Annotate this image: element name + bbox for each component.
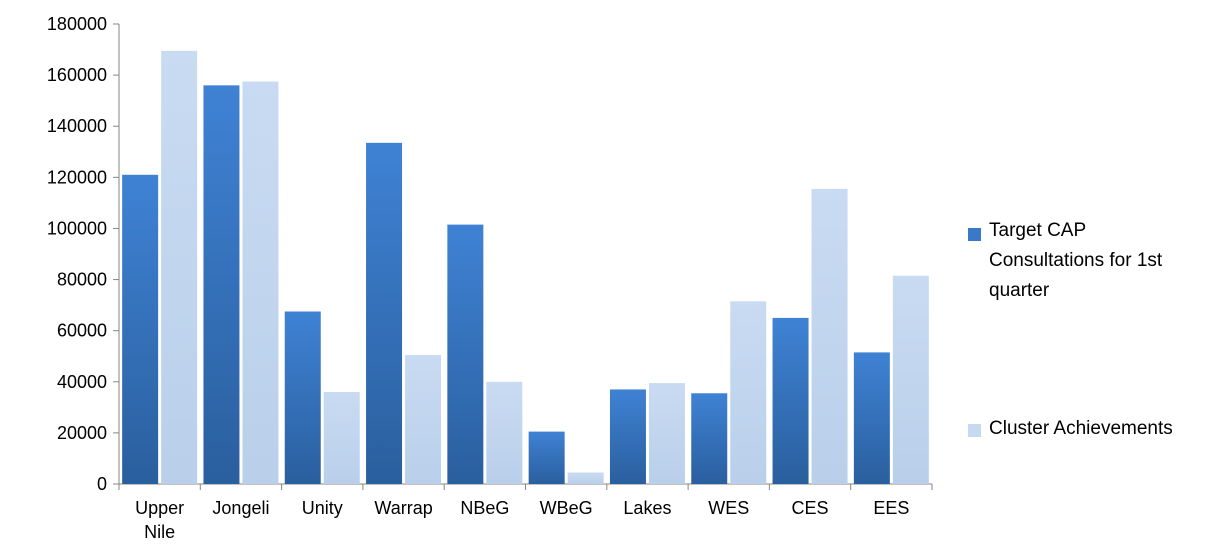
- bar-series-1: [853, 352, 890, 484]
- x-tick-label: NBeG: [460, 498, 509, 518]
- bar-series-1: [772, 317, 809, 484]
- bar-series-1: [203, 85, 240, 484]
- bar-series-1: [447, 224, 484, 484]
- legend-label: Cluster Achievements: [989, 418, 1173, 439]
- x-tick-label: CES: [792, 498, 829, 518]
- y-axis: 0 20000 40000 60000 80000 100000 120000 140000 1…: [47, 14, 120, 494]
- y-tick-label: 40000: [57, 372, 107, 392]
- bar-series-1: [609, 389, 646, 484]
- bar-series-2: [242, 81, 279, 484]
- y-tick-label: 20000: [57, 423, 107, 443]
- legend: Target CAP Consultations for 1st quarter Cl…: [968, 220, 1173, 439]
- bar-series-1: [366, 142, 403, 485]
- bar-series-2: [323, 392, 360, 484]
- bar-series-2: [811, 188, 848, 485]
- x-tick-label: Unity: [302, 498, 343, 518]
- y-tick-label: 120000: [47, 167, 107, 187]
- bar-series-1: [284, 311, 321, 484]
- bar-series-2: [161, 50, 198, 484]
- bar-series-2: [405, 354, 442, 484]
- bar-series-1: [122, 174, 159, 484]
- bar-series-2: [567, 472, 604, 484]
- legend-swatch: [968, 424, 981, 437]
- x-tick-label: Warrap: [374, 498, 432, 518]
- bar-series-2: [486, 381, 523, 484]
- x-axis: Upper Nile Jongeli Unity Warrap NBeG WBeG Lakes…: [118, 483, 933, 542]
- x-tick-label: Jongeli: [212, 498, 269, 518]
- legend-swatch: [968, 228, 981, 241]
- bar-series-2: [730, 301, 767, 484]
- y-tick-label: 80000: [57, 270, 107, 290]
- y-tick-label: 60000: [57, 321, 107, 341]
- x-tick-label: WES: [708, 498, 749, 518]
- y-tick-label: 180000: [47, 14, 107, 34]
- y-tick-label: 160000: [47, 65, 107, 85]
- x-tick-label: EES: [873, 498, 909, 518]
- legend-label: Target CAP Consultations for 1st quarter: [989, 220, 1163, 301]
- bar-series-1: [691, 393, 728, 484]
- bar-series-2: [648, 383, 685, 484]
- bar-series-2: [892, 275, 929, 484]
- x-tick-label: Lakes: [623, 498, 671, 518]
- x-tick-label: Upper Nile: [135, 498, 184, 542]
- y-tick-label: 100000: [47, 218, 107, 238]
- y-tick-label: 140000: [47, 116, 107, 136]
- y-tick-label: 0: [97, 474, 107, 494]
- bar-series-1: [528, 431, 565, 484]
- x-tick-label: WBeG: [540, 498, 593, 518]
- bars: [122, 50, 929, 485]
